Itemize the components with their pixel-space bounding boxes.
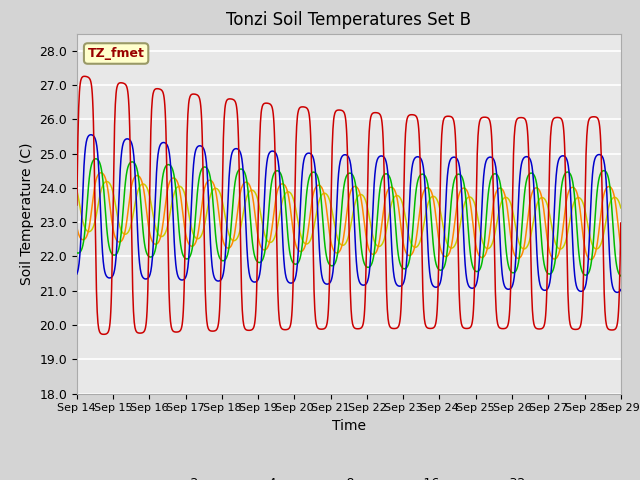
Text: TZ_fmet: TZ_fmet bbox=[88, 47, 145, 60]
Title: Tonzi Soil Temperatures Set B: Tonzi Soil Temperatures Set B bbox=[227, 11, 471, 29]
X-axis label: Time: Time bbox=[332, 419, 366, 433]
Y-axis label: Soil Temperature (C): Soil Temperature (C) bbox=[20, 143, 34, 285]
Legend: -2cm, -4cm, -8cm, -16cm, -32cm: -2cm, -4cm, -8cm, -16cm, -32cm bbox=[148, 472, 550, 480]
